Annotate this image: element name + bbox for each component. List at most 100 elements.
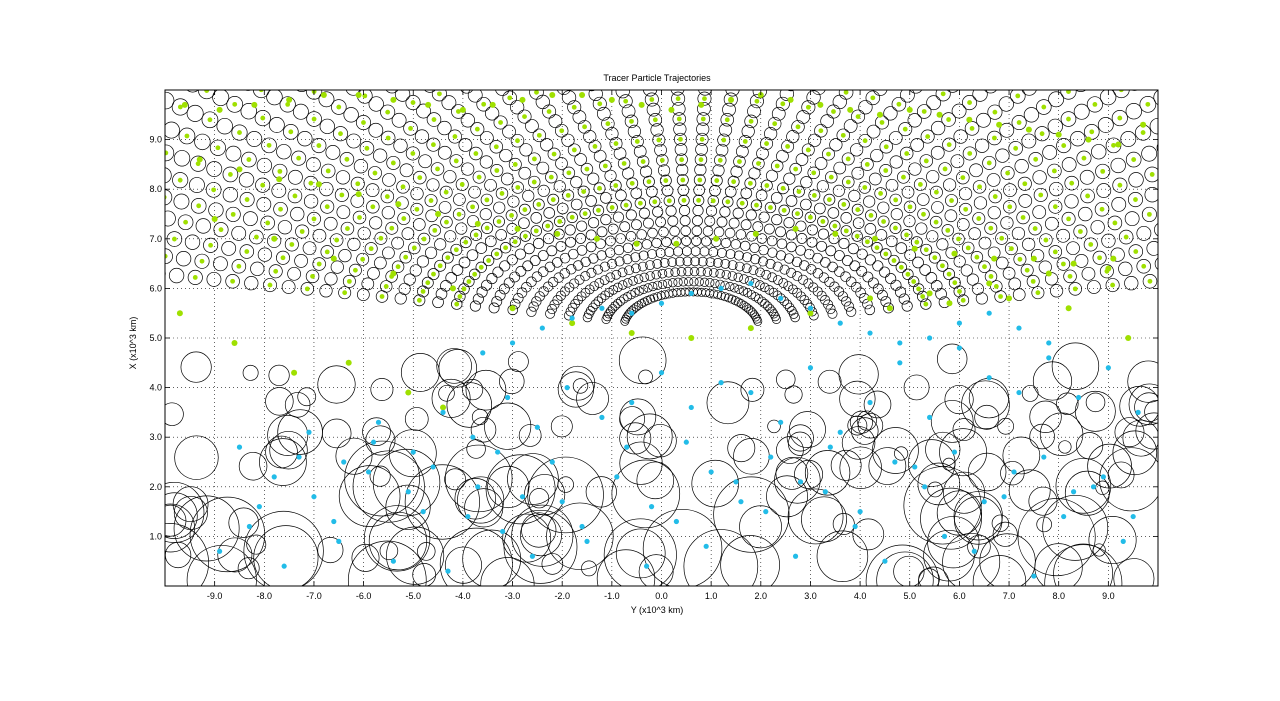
upper-marker [952,280,958,286]
trajectory-ring [409,264,422,277]
trajectory-ring [1201,232,1216,247]
trajectory-ring [287,266,301,281]
trajectory-ring [953,255,966,268]
upper-marker [165,150,169,156]
trajectory-ring [469,300,481,312]
upper-marker [923,247,929,253]
lower-series-point [534,424,540,430]
upper-marker [545,223,551,229]
trajectory-ring [841,152,855,166]
trajectory-ring [899,146,914,161]
trajectory-ring [1048,245,1063,259]
trajectory-ring [1044,64,1060,80]
upper-marker [258,90,264,93]
trajectory-ring [695,143,708,156]
upper-marker [646,179,652,185]
trajectory-ring [915,222,928,235]
lower-series-point [827,444,833,450]
trajectory-ring [652,280,663,290]
upper-marker [118,267,123,272]
trajectory-ring [566,264,577,275]
trajectory-ring [53,188,70,205]
trajectory-ring [954,496,1003,545]
upper-marker [820,219,826,224]
trajectory-ring [1118,261,1133,276]
trajectory-ring [636,155,650,168]
upper-series-point [196,156,203,163]
lower-series-point [336,538,342,544]
trajectory-ring [490,164,504,177]
trajectory-ring [620,316,630,326]
trajectory-ring [547,147,561,161]
trajectory-ring [630,263,641,274]
upper-marker [921,109,927,114]
trajectory-ring [165,91,175,110]
upper-marker [385,135,391,141]
trajectory-ring [724,293,734,303]
trajectory-ring [1048,199,1063,214]
trajectory-ring [601,314,611,325]
trajectory-ring [399,163,414,178]
trajectory-ring [581,560,597,577]
trajectory-ring [580,162,594,176]
lower-series-point [748,280,754,287]
upper-marker [1066,116,1071,122]
trajectory-ring [771,106,786,121]
trajectory-ring [681,235,692,247]
trajectory-ring [719,206,731,218]
trajectory-ring [413,170,427,185]
trajectory-ring [479,131,494,145]
trajectory-ring [586,267,597,278]
trajectory-ring [1060,90,1077,100]
upper-series-point [276,176,283,183]
upper-marker [100,224,105,229]
lower-series-point [1061,513,1067,520]
upper-marker [914,239,920,245]
trajectory-ring [759,282,770,293]
trajectory-ring [338,286,352,300]
trajectory-ring [1125,151,1142,168]
trajectory-ring [674,143,688,156]
trajectory-ring [1000,166,1015,181]
trajectory-ring [426,137,441,152]
upper-marker [879,120,885,125]
trajectory-ring [518,217,530,229]
upper-marker [493,77,498,82]
trajectory-ring [342,274,356,288]
upper-marker [244,197,250,202]
trajectory-ring [675,153,688,166]
trajectory-ring [1237,225,1252,240]
upper-marker [565,192,571,198]
upper-marker [435,166,440,172]
trajectory-ring [366,200,380,214]
trajectory-ring [667,257,678,268]
trajectory-ring [879,266,891,278]
trajectory-ring [525,119,539,133]
trajectory-ring [1182,75,1199,92]
trajectory-ring [843,301,855,312]
trajectory-ring [1195,68,1212,85]
trajectory-ring [801,100,816,115]
trajectory-ring [991,514,1010,532]
trajectory-ring [397,212,411,226]
trajectory-ring [984,90,997,94]
trajectory-ring [605,272,616,283]
trajectory-ring [715,268,725,279]
trajectory-ring [380,189,395,204]
upper-marker [1052,249,1058,255]
trajectory-ring [560,365,596,401]
upper-marker [1081,155,1087,161]
trajectory-ring [723,92,738,107]
upper-marker [780,101,786,107]
upper-series-point [440,404,447,411]
upper-series-point [847,106,854,113]
trajectory-ring [919,154,934,168]
trajectory-ring [643,217,654,229]
upper-marker [484,225,490,231]
trajectory-ring [806,90,821,105]
upper-marker [1182,161,1187,166]
trajectory-ring [522,189,535,203]
trajectory-ring [352,450,425,523]
trajectory-ring [713,226,725,238]
trajectory-ring [1273,260,1280,276]
